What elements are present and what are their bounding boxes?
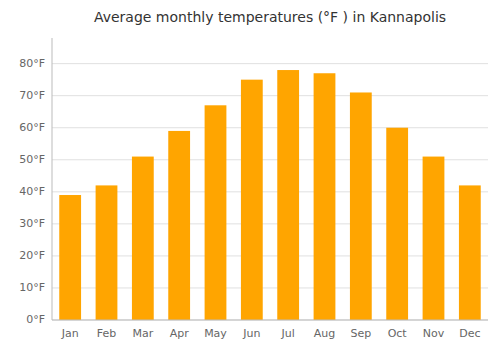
x-tick-label: Feb xyxy=(97,327,116,340)
x-tick-label: Mar xyxy=(132,327,153,340)
y-tick-label: 30°F xyxy=(19,217,45,230)
bars xyxy=(59,70,480,320)
bar xyxy=(459,185,481,320)
bar xyxy=(277,70,299,320)
y-tick-label: 20°F xyxy=(19,249,45,262)
x-tick-label: Nov xyxy=(423,327,445,340)
grid-line xyxy=(52,127,488,128)
bar xyxy=(386,128,408,320)
x-tick-label: May xyxy=(204,327,227,340)
grid-line xyxy=(52,320,488,321)
x-tick-label: Jul xyxy=(281,327,295,340)
x-tick-label: Apr xyxy=(170,327,190,340)
x-tick-label: Aug xyxy=(314,327,335,340)
x-axis: Jan Feb Mar Apr May Jun Jul Aug Sep Oct Nov Dec xyxy=(52,320,488,340)
bar xyxy=(59,195,81,320)
bar xyxy=(96,185,118,320)
chart-container: 0°F 10°F 20°F 30°F 40°F 50°F 60°F 70°F 80°F Jan Fe… xyxy=(0,0,500,350)
grid-line xyxy=(52,95,488,96)
y-tick-label: 70°F xyxy=(19,89,45,102)
y-axis-line xyxy=(52,38,53,320)
grid-line xyxy=(52,63,488,64)
x-tick-label: Jun xyxy=(242,327,260,340)
y-tick-label: 50°F xyxy=(19,153,45,166)
bar xyxy=(423,157,445,320)
y-tick-label: 10°F xyxy=(19,281,45,294)
chart-svg: 0°F 10°F 20°F 30°F 40°F 50°F 60°F 70°F 80°F Jan Fe… xyxy=(0,0,500,350)
bar xyxy=(350,92,372,320)
x-tick-label: Sep xyxy=(350,327,371,340)
grid xyxy=(52,64,488,320)
y-tick-label: 60°F xyxy=(19,121,45,134)
x-tick-label: Dec xyxy=(459,327,480,340)
chart-title: Average monthly temperatures (°F ) in Ka… xyxy=(94,9,446,25)
bar xyxy=(314,73,336,320)
bar xyxy=(205,105,227,320)
x-axis-line xyxy=(52,320,488,321)
bar xyxy=(168,131,190,320)
bar xyxy=(132,157,154,320)
y-tick-label: 80°F xyxy=(19,57,45,70)
page: {"chart_data": {"type": "bar", "title": … xyxy=(0,0,500,350)
y-axis: 0°F 10°F 20°F 30°F 40°F 50°F 60°F 70°F 80°F xyxy=(19,38,52,326)
x-tick-label: Jan xyxy=(61,327,79,340)
y-tick-label: 0°F xyxy=(26,313,45,326)
x-tick-label: Oct xyxy=(388,327,408,340)
y-tick-label: 40°F xyxy=(19,185,45,198)
bar xyxy=(241,80,263,320)
